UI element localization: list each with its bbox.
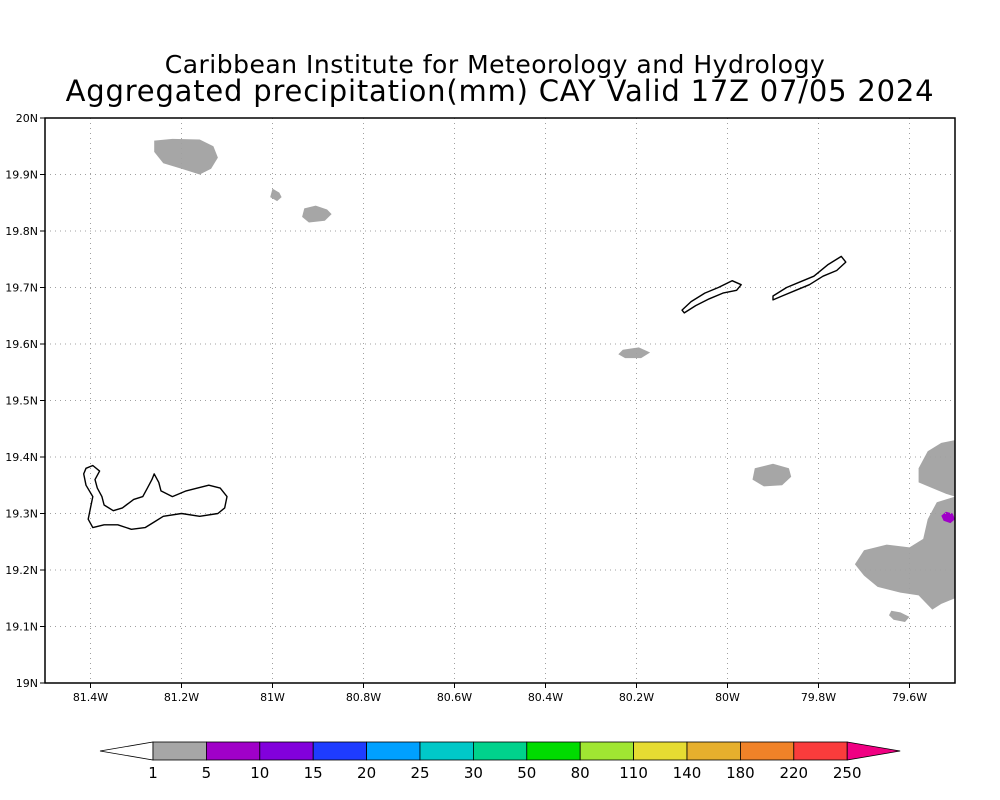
lat-tick-label: 19.3N: [5, 508, 38, 521]
colorbar-label: 5: [202, 764, 212, 782]
colorbar-label: 140: [673, 764, 702, 782]
colorbar-swatch: [633, 741, 688, 761]
colorbar-label: 15: [304, 764, 323, 782]
colorbar-swatch: [579, 741, 635, 761]
precip-area-4: [752, 463, 792, 487]
colorbar-above-arrow: [846, 741, 901, 761]
precip-area-8: [941, 511, 955, 524]
colorbar-swatch: [259, 741, 314, 761]
colorbar-label: 1: [148, 764, 158, 782]
lon-tick-label: 79.6W: [892, 691, 927, 704]
lat-tick-label: 19.4N: [5, 451, 38, 464]
colorbar-label: 110: [619, 764, 648, 782]
lat-tick-label: 19N: [16, 677, 38, 690]
lat-tick-label: 19.9N: [5, 169, 38, 182]
lon-tick-label: 80W: [715, 691, 740, 704]
lon-tick-label: 80.6W: [437, 691, 472, 704]
precip-area-0: [154, 138, 218, 175]
lat-tick-label: 19.6N: [5, 338, 38, 351]
precip-area-6: [854, 496, 955, 610]
precip-area-2: [302, 205, 332, 223]
lon-tick-label: 80.8W: [346, 691, 381, 704]
colorbar-swatch: [312, 741, 368, 761]
lon-tick-label: 81W: [260, 691, 285, 704]
colorbar-label: 20: [357, 764, 376, 782]
lat-tick-label: 19.8N: [5, 225, 38, 238]
lon-tick-label: 80.2W: [619, 691, 654, 704]
grid-layer: [45, 118, 955, 683]
title-line2: Aggregated precipitation(mm) CAY Valid 1…: [65, 74, 935, 108]
lat-tick-label: 19.2N: [5, 564, 38, 577]
precip-area-5: [918, 440, 955, 497]
axis-ticks: 20N 19.9N 19.8N 19.7N 19.6N 19.5N 19.4N 19.3N 19…: [5, 112, 927, 704]
island-outline: [772, 255, 847, 301]
colorbar-label: 30: [464, 764, 483, 782]
colorbar-label: 10: [250, 764, 269, 782]
precip-area-1: [270, 188, 282, 202]
colorbar-swatch: [686, 741, 741, 761]
lat-tick-label: 19.1N: [5, 621, 38, 634]
lon-tick-label: 80.4W: [528, 691, 563, 704]
colorbar-label: 80: [571, 764, 590, 782]
colorbar-swatch: [366, 741, 421, 761]
colorbar-label: 180: [726, 764, 755, 782]
colorbar-swatch: [740, 741, 795, 761]
lon-tick-label: 79.8W: [801, 691, 836, 704]
precip-area-3: [618, 347, 651, 359]
title-line1: Caribbean Institute for Meteorology and …: [164, 50, 826, 79]
lon-tick-label: 81.2W: [164, 691, 199, 704]
colorbar-label: 220: [779, 764, 808, 782]
colorbar-swatch: [472, 741, 528, 761]
precip-layer: [154, 138, 955, 622]
colorbar-swatch: [793, 741, 848, 761]
colorbar-swatch: [205, 741, 261, 761]
island-outline: [82, 464, 228, 530]
island-outline: [681, 280, 742, 314]
colorbar-label: 250: [833, 764, 862, 782]
lat-tick-label: 20N: [16, 112, 38, 125]
colorbar: 1 5 10 15 20 25 30 50 80 110 140 180 220 250: [99, 741, 901, 782]
island-layer: [82, 255, 847, 530]
colorbar-swatch: [152, 741, 207, 761]
colorbar-label: 50: [517, 764, 536, 782]
lat-tick-label: 19.7N: [5, 282, 38, 295]
colorbar-swatch: [526, 741, 581, 761]
colorbar-label: 25: [410, 764, 429, 782]
colorbar-below-arrow: [99, 741, 154, 761]
precip-area-7: [889, 610, 910, 622]
lon-tick-label: 81.4W: [73, 691, 108, 704]
colorbar-swatch: [419, 741, 474, 761]
lat-tick-label: 19.5N: [5, 395, 38, 408]
